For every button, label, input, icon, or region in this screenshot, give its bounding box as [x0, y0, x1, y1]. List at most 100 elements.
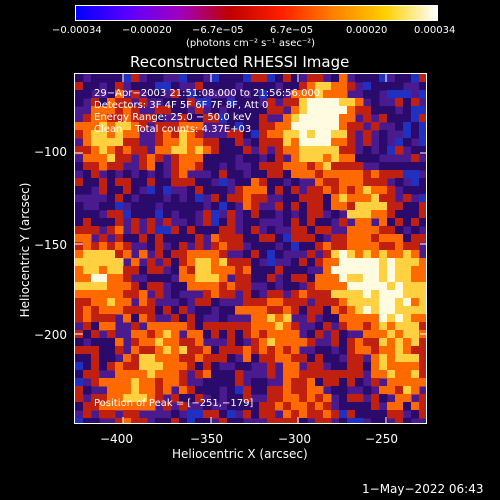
image-pixel [163, 258, 172, 267]
image-pixel [99, 98, 108, 107]
image-pixel [379, 322, 388, 331]
image-pixel [363, 274, 372, 283]
image-pixel [339, 186, 348, 195]
image-pixel [115, 194, 124, 203]
image-pixel [163, 386, 172, 395]
image-pixel [315, 82, 324, 91]
image-pixel [403, 122, 412, 131]
image-pixel [307, 210, 316, 219]
image-pixel [203, 138, 212, 147]
image-pixel [339, 178, 348, 187]
image-pixel [275, 314, 284, 323]
image-pixel [91, 242, 100, 251]
image-pixel [355, 378, 364, 387]
image-pixel [187, 394, 196, 403]
image-pixel [107, 378, 116, 387]
image-pixel [227, 146, 236, 155]
image-pixel [347, 170, 356, 179]
image-pixel [75, 290, 84, 299]
image-pixel [355, 170, 364, 179]
image-pixel [355, 290, 364, 299]
image-pixel [387, 218, 396, 227]
image-pixel [75, 378, 84, 387]
image-pixel [283, 378, 292, 387]
image-pixel [387, 346, 396, 355]
image-pixel [75, 402, 84, 411]
image-pixel [291, 402, 300, 411]
image-pixel [331, 298, 340, 307]
image-pixel [195, 242, 204, 251]
image-pixel [403, 218, 412, 227]
image-pixel [139, 98, 148, 107]
image-pixel [147, 258, 156, 267]
image-pixel [171, 394, 180, 403]
image-pixel [395, 138, 404, 147]
image-pixel [419, 74, 426, 83]
image-pixel [395, 362, 404, 371]
image-pixel [379, 242, 388, 251]
image-pixel [123, 298, 132, 307]
image-pixel [267, 314, 276, 323]
image-pixel [283, 98, 292, 107]
image-pixel [123, 130, 132, 139]
image-pixel [283, 234, 292, 243]
image-pixel [299, 266, 308, 275]
image-pixel [315, 354, 324, 363]
plot-title: Reconstructed RHESSI Image [130, 53, 350, 71]
image-pixel [203, 226, 212, 235]
image-pixel [307, 386, 316, 395]
image-pixel [131, 362, 140, 371]
image-pixel [243, 362, 252, 371]
image-pixel [83, 290, 92, 299]
image-pixel [355, 98, 364, 107]
image-pixel [419, 234, 426, 243]
image-pixel [419, 210, 426, 219]
image-pixel [363, 402, 372, 411]
image-pixel [83, 386, 92, 395]
image-pixel [75, 394, 84, 403]
image-pixel [387, 210, 396, 219]
image-pixel [395, 266, 404, 275]
image-pixel [387, 146, 396, 155]
image-pixel [75, 234, 84, 243]
image-pixel [235, 362, 244, 371]
image-pixel [163, 138, 172, 147]
image-pixel [99, 202, 108, 211]
image-pixel [139, 250, 148, 259]
image-pixel [187, 274, 196, 283]
image-pixel [315, 154, 324, 163]
image-pixel [347, 298, 356, 307]
image-pixel [339, 322, 348, 331]
image-pixel [291, 394, 300, 403]
image-pixel [83, 322, 92, 331]
image-pixel [267, 90, 276, 99]
image-pixel [347, 338, 356, 347]
image-pixel [235, 394, 244, 403]
image-pixel [179, 362, 188, 371]
image-pixel [283, 210, 292, 219]
image-pixel [179, 106, 188, 115]
image-pixel [83, 90, 92, 99]
image-pixel [251, 354, 260, 363]
image-pixel [275, 162, 284, 171]
image-pixel [355, 106, 364, 115]
image-pixel [315, 362, 324, 371]
image-pixel [155, 130, 164, 139]
image-pixel [115, 418, 124, 423]
image-pixel [107, 218, 116, 227]
image-pixel [339, 146, 348, 155]
image-pixel [131, 178, 140, 187]
info-detectors: Detectors: 3F 4F 5F 6F 7F 8F, Att 0 [94, 100, 269, 111]
image-pixel [147, 330, 156, 339]
image-pixel [115, 258, 124, 267]
image-pixel [219, 170, 228, 179]
image-pixel [283, 202, 292, 211]
image-pixel [203, 410, 212, 419]
image-pixel [267, 402, 276, 411]
image-pixel [211, 170, 220, 179]
image-pixel [123, 314, 132, 323]
image-pixel [283, 410, 292, 419]
image-pixel [259, 210, 268, 219]
image-pixel [187, 226, 196, 235]
image-pixel [355, 418, 364, 423]
